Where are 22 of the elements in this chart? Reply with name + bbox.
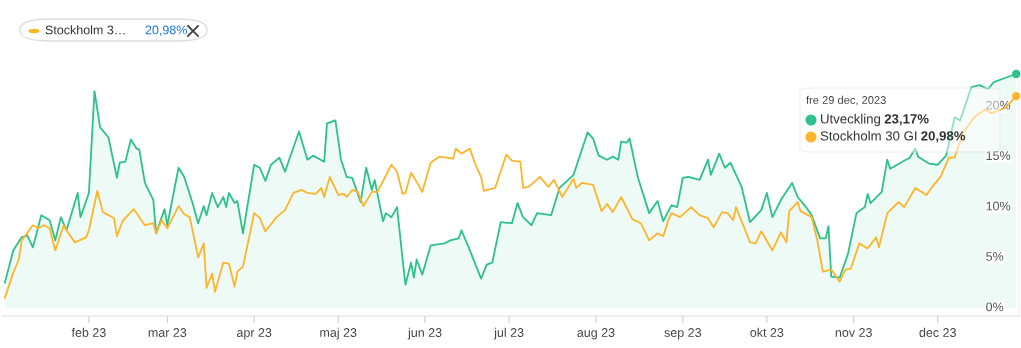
annotation: 20,98% [921,131,966,143]
text: 20,98% [145,25,187,36]
x-tick-label: okt 23 [750,327,784,337]
x-tick-label: jul 23 [493,327,524,340]
x-tick-label: jun 23 [407,327,442,340]
x-tick-label: dec 23 [919,327,956,337]
x-tick-label: sep 23 [664,328,701,340]
x-tick-label: apr 23 [236,328,272,340]
x-tick-label: nov 23 [835,328,872,337]
x-tick-label: mar 23 [148,328,187,337]
text: Stockholm 3… [45,25,125,35]
legend-label: Utveckling [821,113,881,127]
y-tick-label: 0% [986,302,1004,312]
y-tick-label: 15% [986,151,1011,161]
x-tick-label: aug 23 [577,328,615,340]
y-tick-label: 10% [986,201,1011,211]
y-tick-label: 5% [986,252,1004,261]
annotation: fre 29 dec, 2023 [806,95,886,106]
annotation: 23,17% [884,114,929,126]
legend-label: Stockholm 30 GI [820,130,917,141]
x-tick-label: maj 23 [320,327,357,340]
x-tick-label: feb 23 [71,327,106,337]
